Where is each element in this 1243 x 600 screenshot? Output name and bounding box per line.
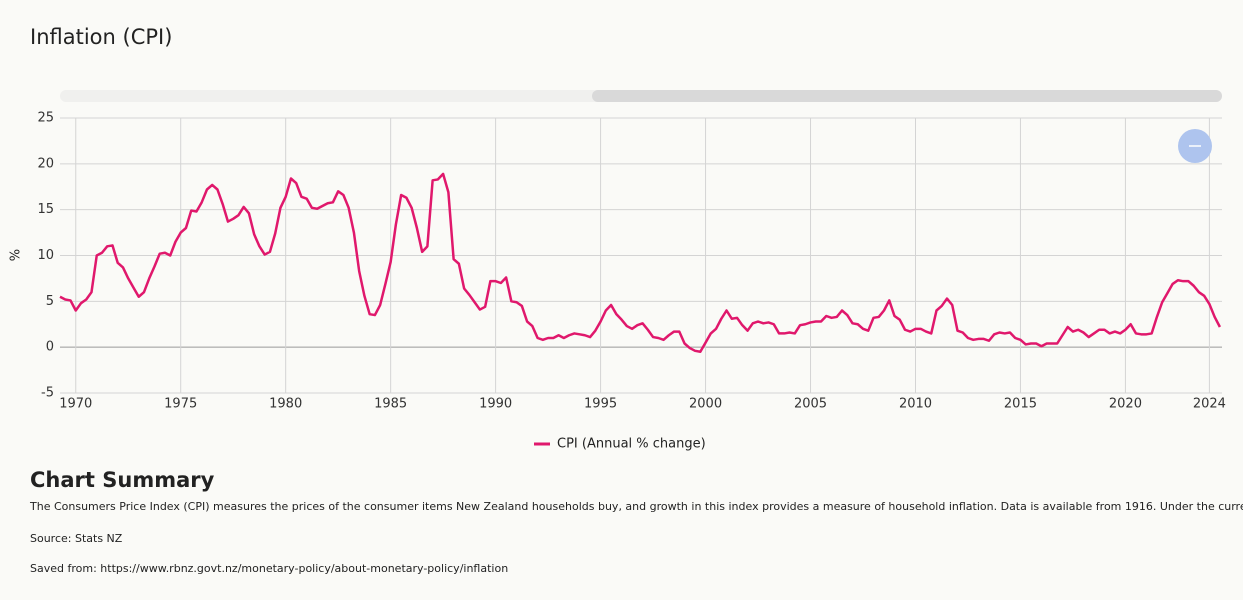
y-tick-label: 20 <box>37 156 54 171</box>
x-tick-label: 2015 <box>1004 397 1037 412</box>
y-tick-label: 10 <box>37 248 54 263</box>
x-tick-label: 2010 <box>899 397 932 412</box>
y-axis-label: % <box>9 249 24 261</box>
x-tick-label: 1970 <box>59 397 92 412</box>
plot: CPI (Annual % change) <box>59 172 1222 452</box>
page-title: Inflation (CPI) <box>30 25 172 49</box>
saved-from: Saved from: https://www.rbnz.govt.nz/mon… <box>30 562 508 575</box>
x-tick-label: 2020 <box>1109 397 1142 412</box>
x-tick-label: 1995 <box>584 397 617 412</box>
y-tick-label: 5 <box>46 294 54 309</box>
x-tick-label: 1990 <box>479 397 512 412</box>
x-tick-label: 1985 <box>374 397 407 412</box>
x-tick-label: 2024 <box>1193 397 1226 412</box>
y-tick-label: 0 <box>46 340 54 355</box>
cpi-line <box>59 172 1222 353</box>
summary-heading: Chart Summary <box>30 468 215 492</box>
source: Source: Stats NZ <box>30 532 123 545</box>
scroll-thumb[interactable] <box>592 90 1222 102</box>
x-tick-label: 1975 <box>164 397 197 412</box>
grid: -5 0 5 10 15 20 25 1970 1975 1980 1985 1990 1995 2000… <box>37 111 1225 412</box>
y-tick-label: 15 <box>37 202 54 217</box>
x-tick-label: 1980 <box>269 397 302 412</box>
y-tick-label: 25 <box>37 111 54 126</box>
legend-label: CPI (Annual % change) <box>557 437 706 452</box>
x-tick-label: 2005 <box>794 397 827 412</box>
summary-text: The Consumers Price Index (CPI) measures… <box>29 500 1243 513</box>
y-tick-label: -5 <box>41 386 54 401</box>
x-tick-label: 2000 <box>689 397 722 412</box>
